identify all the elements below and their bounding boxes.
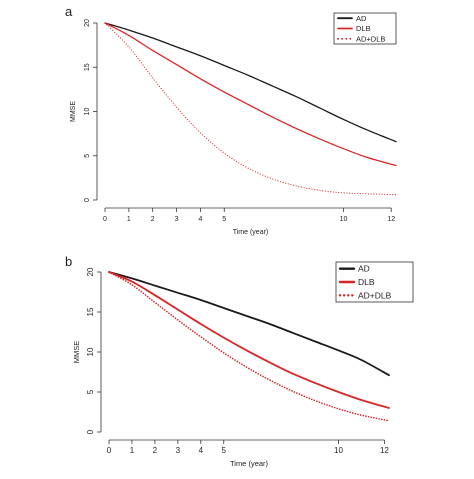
panel-a-x-axis-label: Time (year) — [233, 229, 269, 236]
panel-b-x-tick-label: 12 — [380, 446, 389, 455]
panel-b-x-tick-label: 4 — [199, 446, 204, 455]
panel-b-x-tick-label: 2 — [153, 446, 158, 455]
panel-a-x-tick-label: 2 — [151, 216, 155, 223]
panel-b-x-tick-label: 10 — [334, 446, 343, 455]
panel-a-x-tick-label: 4 — [198, 216, 202, 223]
panel-b-x-axis-label: Time (year) — [230, 459, 269, 468]
panel-a-series-ad-dlb — [104, 22, 397, 196]
panel-b-series-ad — [108, 271, 390, 377]
panel-b-y-tick-label: 15 — [86, 307, 95, 316]
panel-a-y-tick-label: 5 — [84, 154, 91, 158]
panel-a-y-tick-label: 0 — [84, 198, 91, 202]
panel-b-x-tick-label: 5 — [222, 446, 227, 455]
panel-a-x-tick-label: 0 — [103, 216, 107, 223]
panel-b-x-tick-label: 0 — [107, 446, 112, 455]
panel-a-legend-label: DLB — [356, 24, 371, 33]
panel-a-y-axis-label: MMSE — [70, 101, 77, 122]
panel-b-series-ad-dlb — [108, 271, 390, 422]
panel-b-series-dlb — [108, 271, 390, 409]
panel-a-label: a — [65, 4, 73, 19]
panel-b-legend-label: AD+DLB — [358, 290, 392, 300]
panel-a-x-tick-label: 5 — [222, 216, 226, 223]
panel-b-y-tick-label: 0 — [86, 429, 95, 434]
panel-b-y-tick-label: 5 — [86, 389, 95, 394]
panel-b-legend-label: DLB — [358, 277, 375, 287]
panel-a-legend-label: AD+DLB — [356, 34, 385, 43]
panel-b-y-axis-label: MMSE — [72, 341, 81, 364]
panel-a-x-tick-label: 10 — [340, 216, 348, 223]
panel-a-y-tick-label: 15 — [84, 63, 91, 71]
panel-b-label: b — [65, 254, 72, 269]
panel-b-y-tick-label: 10 — [86, 347, 95, 356]
panel-a-legend-label: AD — [356, 14, 367, 23]
panel-a-x-tick-label: 3 — [175, 216, 179, 223]
panel-b-y-tick-label: 20 — [86, 267, 95, 276]
panel-a-series-dlb — [104, 22, 397, 167]
panel-a-series-ad — [104, 22, 397, 143]
panel-b-x-tick-label: 3 — [176, 446, 181, 455]
panel-a-y-tick-label: 20 — [84, 19, 91, 27]
panel-a-y-tick-label: 10 — [84, 108, 91, 116]
panel-b-x-tick-label: 1 — [130, 446, 135, 455]
panel-a-x-tick-label: 1 — [127, 216, 131, 223]
panel-a-x-tick-label: 12 — [387, 216, 395, 223]
panel-b-legend-label: AD — [358, 264, 370, 274]
